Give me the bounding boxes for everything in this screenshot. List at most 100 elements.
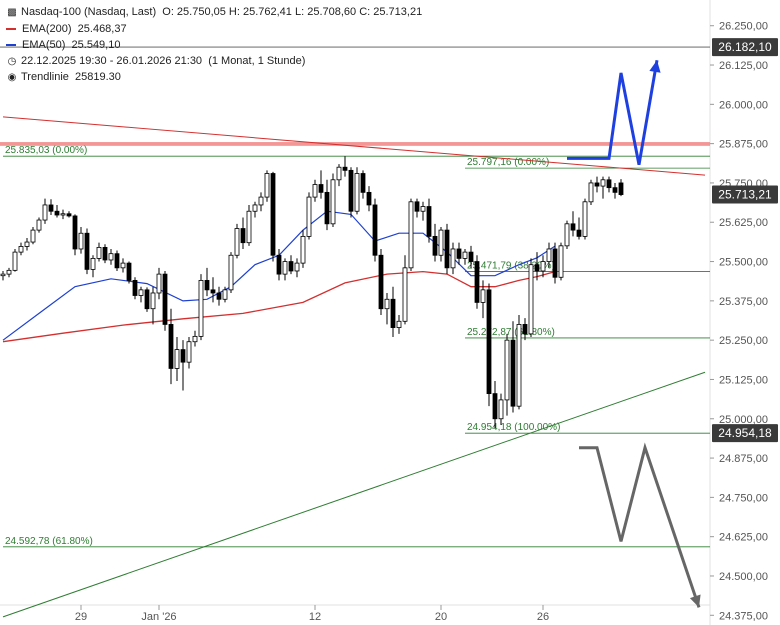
candle-body-62 [372,204,378,256]
candle-body-88 [528,264,534,335]
candle-body-100 [600,179,606,187]
trendline-value: 25819.30 [75,71,121,83]
candle-body-94 [564,223,570,247]
candle-body-73 [438,229,444,256]
candle-body-8 [48,204,54,212]
candle-body-4 [24,241,30,247]
bull-scenario-arrow-head [649,60,661,73]
x-tick-label-2: 12 [309,611,321,623]
fib-level-label-3: 25.272,87 (61.80%) [467,327,555,338]
candle-body-65 [390,298,396,328]
y-tick-label-9: 25.125,00 [719,374,768,386]
fib-level-label-5: 24.592,78 (61.80%) [5,536,93,547]
candle-body-76 [456,248,462,259]
bear-scenario-arrow-path [579,442,701,608]
candle-body-33 [198,280,204,337]
candle-body-32 [192,335,198,343]
candle-body-41 [246,210,252,244]
candle-body-101 [606,179,612,189]
x-tick-label-1: Jan '26 [141,611,176,623]
candle-body-87 [522,324,528,335]
price-badge-label-2: 24.954,18 [718,426,772,440]
candle-body-16 [96,246,102,259]
candle-body-44 [264,173,270,198]
y-tick-label-11: 24.875,00 [719,453,768,465]
instrument-title: Nasdaq-100 (Nasdaq, Last) [21,6,157,18]
candle-body-91 [546,248,552,262]
candle-body-48 [288,261,294,272]
y-tick-label-7: 25.375,00 [719,296,768,308]
candlestick-icon: ▩ [7,7,17,18]
candle-body-59 [354,173,360,212]
candle-body-9 [54,210,60,216]
candle-body-77 [462,251,468,259]
candle-body-11 [66,213,72,217]
candle-body-19 [114,253,120,269]
ema200-swatch [6,28,16,31]
y-tick-label-6: 25.500,00 [719,257,768,269]
price-badge-bg-1 [712,185,778,204]
ema200-value: 25.468,37 [77,23,127,35]
candle-body-74 [444,229,450,269]
y-tick-label-3: 25.875,00 [719,139,768,151]
candle-body-71 [426,206,432,237]
y-tick-label-1: 26.125,00 [719,60,768,72]
fib-level-label-1: 25.797,16 (0.00%) [467,157,549,168]
y-tick-label-5: 25.625,00 [719,217,768,229]
candle-body-45 [270,173,276,256]
candle-body-56 [336,166,342,181]
candle-body-54 [324,191,330,225]
candle-body-90 [540,261,546,272]
candle-body-92 [552,248,558,278]
trendline-label: Trendlinie [21,71,69,83]
y-tick-label-2: 26.000,00 [719,99,768,111]
ema50-value: 25.549,10 [71,39,121,51]
resistance-trendline [2,116,706,176]
candle-body-67 [402,267,408,322]
candle-body-52 [312,184,318,198]
candle-body-61 [366,191,372,206]
target-icon: ◉ [7,72,17,83]
clock-icon: ◷ [7,56,17,67]
candle-body-80 [480,289,486,303]
candle-body-3 [18,246,24,253]
candle-body-15 [90,258,96,270]
y-tick-label-0: 26.250,00 [719,21,768,33]
candle-body-89 [534,264,540,272]
candle-body-51 [306,196,312,237]
candle-body-10 [60,213,66,216]
candle-body-49 [294,262,300,272]
x-tick-label-4: 26 [537,611,549,623]
candle-body-7 [42,204,48,221]
candle-body-93 [558,245,564,278]
candle-body-82 [492,393,498,420]
candle-body-40 [240,228,246,244]
date-range-text: 22.12.2025 19:30 - 26.01.2026 21:30 [21,55,203,67]
date-range: ◷ 22.12.2025 19:30 - 26.01.2026 21:30 (1 … [6,55,306,67]
candle-body-66 [396,320,402,328]
x-tick-label-0: 29 [75,611,87,623]
y-tick-label-8: 25.250,00 [719,335,768,347]
candle-body-21 [126,262,132,281]
candle-body-102 [612,187,618,193]
ema200-label: EMA(200) [22,23,72,35]
candle-body-86 [516,324,522,407]
candle-body-96 [576,229,582,237]
price-badge-bg-2 [712,424,778,443]
candle-body-78 [468,251,474,262]
y-tick-label-13: 24.625,00 [719,532,768,544]
candle-body-57 [342,166,348,171]
candle-body-17 [102,246,108,261]
candle-body-26 [156,273,162,294]
candle-body-27 [162,273,168,325]
candle-body-28 [168,324,174,369]
chart-header-title: ▩ Nasdaq-100 (Nasdaq, Last) O: 25.750,05 … [6,6,422,18]
candle-body-30 [180,349,186,363]
candle-body-79 [474,261,480,303]
y-tick-label-15: 24.375,00 [719,610,768,622]
candle-body-58 [348,169,354,212]
candle-body-39 [234,228,240,256]
candle-body-5 [30,229,36,243]
candle-body-81 [486,289,492,395]
